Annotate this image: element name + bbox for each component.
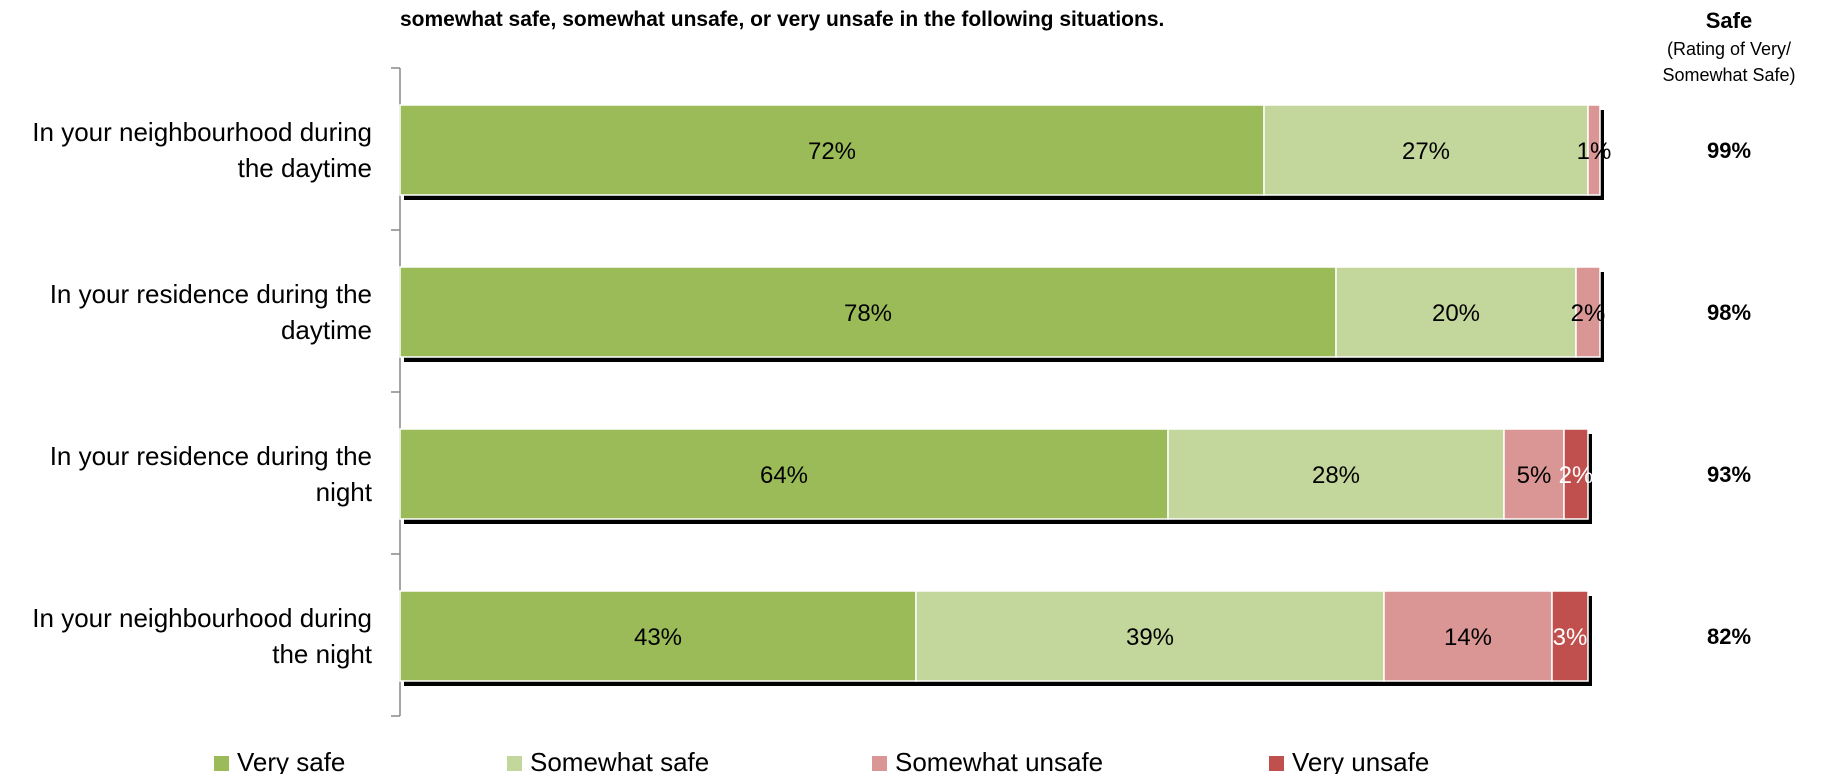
legend-swatch bbox=[872, 756, 887, 771]
data-label: 1% bbox=[1577, 138, 1612, 165]
right-column-header-sub-2: Somewhat Safe) bbox=[1662, 65, 1795, 85]
legend-label: Somewhat safe bbox=[530, 747, 709, 774]
legend-label: Somewhat unsafe bbox=[895, 747, 1103, 774]
data-label: 5% bbox=[1517, 462, 1552, 489]
data-label: 3% bbox=[1553, 624, 1588, 651]
data-label: 20% bbox=[1432, 300, 1480, 327]
legend-label: Very unsafe bbox=[1292, 747, 1429, 774]
category-label: In your neighbourhood during the daytime bbox=[32, 117, 372, 183]
safe-total-value: 93% bbox=[1707, 462, 1751, 487]
data-label: 14% bbox=[1444, 624, 1492, 651]
bar-segment bbox=[915, 590, 1385, 682]
safe-total-value: 99% bbox=[1707, 138, 1751, 163]
data-label: 2% bbox=[1571, 300, 1606, 327]
legend-swatch bbox=[507, 756, 522, 771]
bar-segment bbox=[1575, 266, 1601, 358]
bar-segment bbox=[1551, 590, 1589, 682]
chart-title: somewhat safe, somewhat unsafe, or very … bbox=[400, 8, 1164, 31]
bar-segment bbox=[1167, 428, 1505, 520]
right-column-header-title: Safe bbox=[1706, 8, 1752, 33]
category-label: In your residence during the daytime bbox=[50, 279, 372, 345]
safe-total-value: 82% bbox=[1707, 624, 1751, 649]
data-label: 27% bbox=[1402, 138, 1450, 165]
bar-segment bbox=[1263, 104, 1589, 196]
safe-total-value: 98% bbox=[1707, 300, 1751, 325]
category-label: In your neighbourhood during the night bbox=[32, 603, 372, 669]
data-label: 43% bbox=[634, 624, 682, 651]
bar-segment bbox=[399, 266, 1337, 358]
data-label: 78% bbox=[844, 300, 892, 327]
bar-segment bbox=[1587, 104, 1601, 196]
legend-label: Very safe bbox=[237, 747, 345, 774]
bar-segment bbox=[1503, 428, 1565, 520]
right-column-header-sub-1: (Rating of Very/ bbox=[1667, 39, 1791, 59]
data-label: 72% bbox=[808, 138, 856, 165]
data-label: 64% bbox=[760, 462, 808, 489]
data-label: 2% bbox=[1559, 462, 1594, 489]
bar-segment bbox=[399, 428, 1169, 520]
right-column-header: Safe (Rating of Very/ Somewhat Safe) bbox=[1662, 8, 1795, 85]
legend-swatch bbox=[1269, 756, 1284, 771]
bar-segment bbox=[1563, 428, 1589, 520]
bar-segment bbox=[1335, 266, 1577, 358]
legend-swatch bbox=[214, 756, 229, 771]
category-label: In your residence during the night bbox=[50, 441, 373, 507]
data-label: 39% bbox=[1126, 624, 1174, 651]
bar-segment bbox=[1383, 590, 1553, 682]
data-label: 28% bbox=[1312, 462, 1360, 489]
bar-segment bbox=[399, 590, 917, 682]
